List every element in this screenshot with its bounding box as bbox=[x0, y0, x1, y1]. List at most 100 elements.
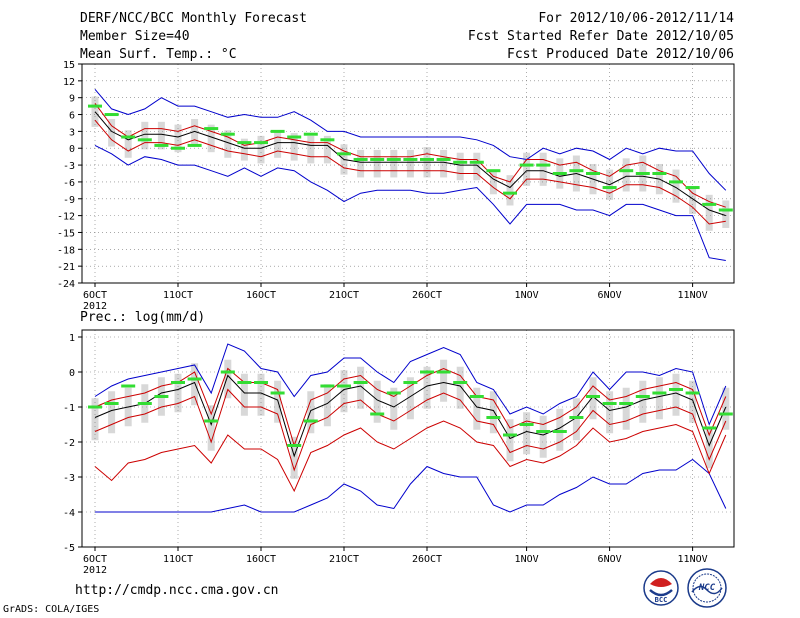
y-tick-label: -24 bbox=[57, 279, 75, 290]
forecast-range: For 2012/10/06-2012/11/14 bbox=[538, 11, 734, 26]
upper-spread-line bbox=[94, 367, 727, 448]
spread-box bbox=[224, 359, 232, 399]
max-envelope-line bbox=[94, 88, 727, 191]
y-tick-label: 0 bbox=[69, 368, 75, 379]
spread-box bbox=[390, 387, 398, 430]
y-tick-label: -2 bbox=[63, 438, 75, 449]
spread-box bbox=[390, 149, 398, 178]
y-tick-label: -6 bbox=[63, 178, 75, 189]
upper-spread-line bbox=[94, 103, 726, 208]
y-tick-label: -18 bbox=[57, 245, 75, 256]
plot-frame bbox=[81, 63, 735, 284]
spread-box bbox=[456, 366, 464, 409]
spread-box bbox=[240, 138, 248, 161]
spread-box bbox=[556, 408, 564, 451]
y-tick-label: -12 bbox=[57, 212, 75, 223]
spread-box bbox=[672, 169, 680, 203]
spread-box bbox=[91, 398, 99, 441]
precip-label: Prec.: log(mm/d) bbox=[80, 310, 206, 325]
y-tick-label: -4 bbox=[63, 508, 75, 519]
spread-box bbox=[622, 387, 630, 430]
spread-box bbox=[323, 384, 331, 427]
x-tick-label: 11NOV bbox=[678, 290, 708, 301]
spread-box bbox=[307, 391, 315, 434]
x-tick-label: 6OCT bbox=[83, 290, 107, 301]
ncc-logo-text: NCC bbox=[698, 583, 716, 593]
spread-box bbox=[622, 158, 630, 192]
lower-spread-line bbox=[94, 119, 726, 225]
spread-box bbox=[606, 391, 614, 434]
spread-box bbox=[655, 377, 663, 420]
min-envelope-line bbox=[94, 144, 726, 261]
x-tick-label: 11NOV bbox=[678, 554, 708, 565]
spread-box bbox=[357, 149, 365, 178]
spread-box bbox=[440, 149, 448, 178]
x-tick-label: 26OCT bbox=[412, 290, 442, 301]
y-tick-label: -3 bbox=[63, 161, 75, 172]
spread-box bbox=[290, 436, 298, 479]
spread-box bbox=[274, 130, 282, 158]
member-size: Member Size=40 bbox=[80, 29, 190, 44]
spread-box bbox=[207, 124, 215, 153]
fcst-started-date: Fcst Started Refer Date 2012/10/05 bbox=[467, 29, 734, 44]
y-tick-label: 15 bbox=[63, 60, 75, 71]
spread-box bbox=[373, 380, 381, 423]
x-tick-label: 16OCT bbox=[246, 554, 276, 565]
spread-box bbox=[124, 130, 132, 158]
spread-box bbox=[489, 391, 497, 434]
fcst-produced-date: Fcst Produced Date 2012/10/06 bbox=[507, 47, 734, 62]
temperature-plot: 15 12 9 6 3 0 -3 -6 -9 -12 -15 -18 -21 -24 6OCT 11OCT 16… bbox=[57, 60, 735, 312]
spread-box bbox=[722, 200, 730, 228]
y-tick-label: 12 bbox=[63, 77, 75, 88]
spread-box bbox=[323, 135, 331, 164]
spread-box bbox=[307, 135, 315, 164]
y-tick-label: -9 bbox=[63, 195, 75, 206]
spread-box bbox=[539, 415, 547, 458]
spread-box bbox=[639, 380, 647, 423]
variable-label: Mean Surf. Temp.: °C bbox=[80, 47, 237, 62]
ensemble-mean-line bbox=[94, 374, 727, 458]
y-tick-label: -15 bbox=[57, 228, 75, 239]
spread-box bbox=[705, 194, 713, 231]
min-envelope-line bbox=[95, 458, 727, 513]
spread-box bbox=[141, 121, 149, 150]
spread-box bbox=[406, 377, 414, 420]
spread-box bbox=[672, 373, 680, 416]
spread-box bbox=[191, 119, 199, 147]
bcc-logo: BCC bbox=[643, 570, 679, 606]
spread-box bbox=[290, 133, 298, 161]
spread-box bbox=[108, 391, 116, 434]
y-tick-label: 9 bbox=[69, 94, 75, 105]
x-tick-label: 1NOV bbox=[515, 554, 539, 565]
x-tick-label: 21OCT bbox=[329, 554, 359, 565]
spread-box bbox=[174, 373, 182, 413]
spread-box bbox=[108, 119, 116, 147]
spread-box bbox=[589, 377, 597, 420]
y-tick-label: 1 bbox=[69, 333, 75, 344]
y-tick-label: 3 bbox=[69, 127, 75, 138]
spread-box bbox=[506, 175, 514, 206]
spread-box bbox=[191, 363, 199, 406]
spread-box bbox=[456, 152, 464, 181]
x-tick-label: 11OCT bbox=[163, 290, 193, 301]
spread-box bbox=[207, 405, 215, 451]
spread-box bbox=[473, 152, 481, 181]
x-tick-label: 16OCT bbox=[246, 290, 276, 301]
x-tick-label: 6NOV bbox=[598, 290, 622, 301]
footer-url[interactable]: http://cmdp.ncc.cma.gov.cn bbox=[75, 583, 279, 598]
x-tick-label: 6OCT bbox=[83, 554, 107, 565]
spread-box bbox=[224, 130, 232, 158]
spread-box bbox=[523, 412, 531, 455]
y-tick-label: 6 bbox=[69, 111, 75, 122]
x-tick-label: 6NOV bbox=[598, 554, 622, 565]
ensemble-mean-line bbox=[94, 111, 726, 217]
y-tick-label: -1 bbox=[63, 403, 75, 414]
x-tick-label: 21OCT bbox=[329, 290, 359, 301]
spread-box bbox=[473, 387, 481, 430]
precipitation-plot: 1 0 -1 -2 -3 -4 -5 6OCT 11OCT 16OCT 21OCT 26OCT 1NOV… bbox=[63, 329, 735, 576]
spread-box bbox=[705, 426, 713, 469]
spread-box bbox=[157, 121, 165, 150]
y-tick-label: 0 bbox=[69, 144, 75, 155]
spread-box bbox=[373, 149, 381, 178]
